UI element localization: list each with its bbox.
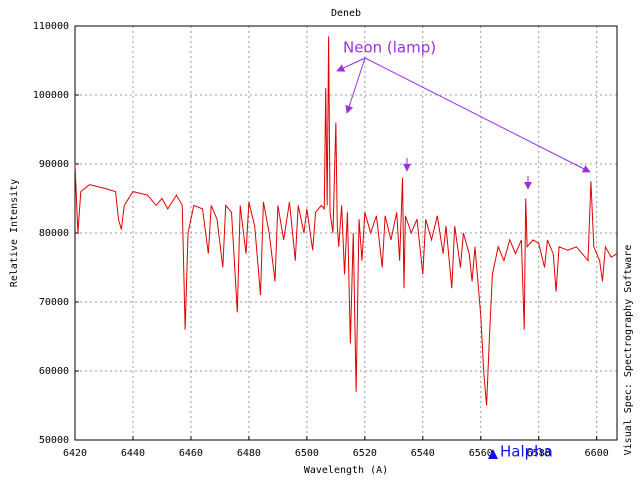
- x-tick-label: 6540: [411, 448, 435, 459]
- x-tick-label: 6480: [237, 448, 261, 459]
- x-axis-label: Wavelength (A): [304, 465, 388, 476]
- annotation: Neon (lamp): [343, 39, 436, 57]
- plot-area: 50000 60000 70000 80000 90000 100000 110000 642…: [33, 21, 618, 459]
- chart-title: Deneb: [331, 8, 361, 19]
- arrow: [345, 57, 366, 114]
- annotations: Neon (lamp) Halpha: [336, 39, 591, 461]
- y-tick-label: 80000: [39, 228, 69, 239]
- x-tick-label: 6520: [353, 448, 377, 459]
- y-tick-label: 70000: [39, 297, 69, 308]
- x-tick-label: 6440: [121, 448, 145, 459]
- y-axis-label: Relative Intensity: [9, 179, 20, 287]
- arrow: [336, 57, 366, 72]
- arrow: [488, 449, 498, 459]
- y-tick-label: 50000: [39, 435, 69, 446]
- y-tick-label: 60000: [39, 366, 69, 377]
- y-tick-label: 100000: [33, 90, 69, 101]
- annotation: Halpha: [500, 443, 553, 461]
- plot-frame: [74, 25, 618, 441]
- x-tick-label: 6500: [295, 448, 319, 459]
- x-tick-label: 6580: [527, 448, 551, 459]
- y-tick-label: 90000: [39, 159, 69, 170]
- x-tick-label: 6420: [63, 448, 87, 459]
- side-label: Visual Spec: Spectrography Software: [623, 245, 634, 456]
- x-tick-label: 6560: [469, 448, 493, 459]
- x-tick-label: 6460: [179, 448, 203, 459]
- x-tick-label: 6600: [585, 448, 609, 459]
- spectrum-line: [74, 36, 618, 406]
- y-tick-label: 110000: [33, 21, 69, 32]
- arrow: [364, 57, 591, 173]
